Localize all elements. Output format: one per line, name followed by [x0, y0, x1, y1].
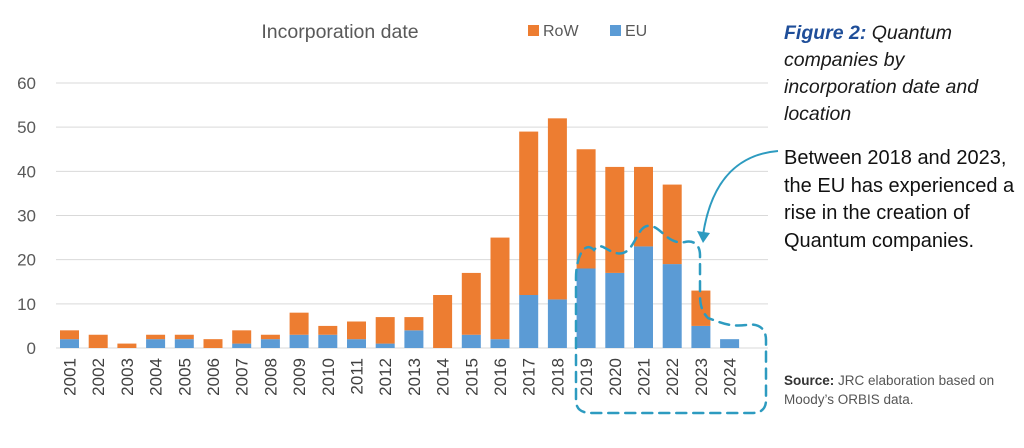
x-tick-label: 2020 [606, 358, 625, 396]
x-tick-label: 2015 [462, 358, 481, 396]
stacked-bar-chart: 0 10 20 30 40 50 60 2001 2002 2003 2004 2005 2006 200… [17, 21, 779, 415]
x-tick-label: 2023 [692, 358, 711, 396]
x-tick-label: 2007 [233, 358, 252, 396]
x-tick-label: 2016 [491, 358, 510, 396]
bar-row-2006 [203, 339, 223, 348]
y-tick-label: 30 [17, 207, 36, 226]
figure-caption-text: Quantum companies by incorporation date … [784, 22, 979, 125]
x-tick-label: 2008 [261, 358, 280, 396]
x-tick-label: 2009 [290, 358, 309, 396]
bar-eu-2024 [720, 339, 740, 348]
bar-row-2011 [347, 321, 366, 340]
bar-eu-2004 [146, 339, 166, 348]
source-note: Source: JRC elaboration based on Moody’s… [784, 371, 1020, 409]
bar-eu-2012 [375, 343, 395, 348]
y-tick-label: 60 [17, 74, 36, 93]
x-tick-label: 2021 [635, 358, 654, 396]
x-tick-label: 2014 [434, 358, 453, 396]
x-tick-label: 2013 [405, 358, 424, 396]
x-tick-label: 2022 [663, 358, 682, 396]
highlight-region-2019-2024 [574, 224, 768, 415]
chart-title: Incorporation date [261, 21, 418, 43]
bar-eu-2018 [547, 299, 567, 348]
y-tick-label: 10 [17, 295, 36, 314]
bar-row-2015 [461, 272, 481, 335]
bar-row-2012 [375, 317, 395, 344]
bar-eu-2010 [318, 334, 338, 348]
bar-row-2022 [662, 184, 682, 265]
bar-row-2017 [519, 131, 539, 295]
bar-row-2020 [605, 166, 625, 273]
bar-row-2003 [117, 343, 137, 348]
x-tick-label: 2017 [520, 358, 539, 396]
bar-eu-2021 [634, 246, 653, 348]
bar-eu-2016 [490, 339, 510, 348]
bar-eu-2015 [461, 334, 481, 348]
bar-eu-2019 [576, 268, 596, 348]
bar-row-2014 [433, 295, 453, 348]
source-text: JRC elaboration based on Moody’s ORBIS d… [784, 373, 995, 407]
bar-row-2010 [318, 325, 338, 335]
source-label: Source: [784, 373, 835, 388]
bar-row-2004 [146, 334, 166, 340]
callout-arrow [702, 150, 779, 236]
bar-row-2001 [60, 330, 79, 340]
legend-swatch-row [528, 25, 539, 36]
legend-swatch-eu [610, 25, 621, 36]
bar-row-2009 [289, 312, 309, 335]
callout-text: Between 2018 and 2023, the EU has experi… [784, 147, 1015, 252]
x-tick-label: 2024 [721, 358, 740, 396]
bar-row-2005 [174, 334, 194, 340]
bar-row-2018 [547, 118, 567, 300]
bar-row-2021 [634, 166, 653, 247]
x-tick-label: 2019 [577, 358, 596, 396]
x-tick-label: 2003 [118, 358, 137, 396]
bar-row-2008 [260, 334, 280, 340]
bar-eu-2007 [232, 343, 252, 348]
bar-row-2013 [404, 317, 424, 331]
y-tick-label: 40 [17, 162, 36, 181]
bar-row-2016 [490, 237, 510, 340]
bar-eu-2008 [260, 339, 280, 348]
bar-eu-2020 [605, 272, 625, 348]
x-tick-label: 2006 [204, 358, 223, 396]
x-tick-label: 2011 [348, 358, 367, 395]
x-tick-label: 2005 [175, 358, 194, 396]
x-tick-label: 2010 [319, 358, 338, 396]
bar-row-2019 [576, 149, 596, 269]
x-tick-label: 2012 [376, 358, 395, 396]
bar-eu-2001 [60, 339, 79, 348]
x-tick-label: 2001 [61, 358, 80, 396]
bar-eu-2013 [404, 330, 424, 348]
y-tick-label: 20 [17, 251, 36, 270]
bar-eu-2005 [174, 339, 194, 348]
figure-caption: Figure 2: Quantum companies by incorpora… [784, 20, 1016, 128]
y-tick-label: 50 [17, 118, 36, 137]
x-tick-label: 2002 [89, 358, 108, 396]
bar-eu-2017 [519, 295, 539, 348]
bar-eu-2023 [691, 325, 711, 348]
y-tick-label: 0 [27, 339, 36, 358]
figure-label: Figure 2: [784, 22, 867, 44]
legend-label-row: RoW [543, 23, 579, 40]
bar-eu-2022 [662, 264, 682, 348]
x-tick-label: 2004 [147, 358, 166, 396]
bar-row-2007 [232, 330, 252, 344]
legend-label-eu: EU [625, 23, 647, 40]
bar-eu-2011 [347, 339, 366, 348]
bar-eu-2009 [289, 334, 309, 348]
callout-arrowhead [697, 231, 710, 243]
x-tick-label: 2018 [548, 358, 567, 396]
bar-row-2002 [88, 334, 108, 348]
